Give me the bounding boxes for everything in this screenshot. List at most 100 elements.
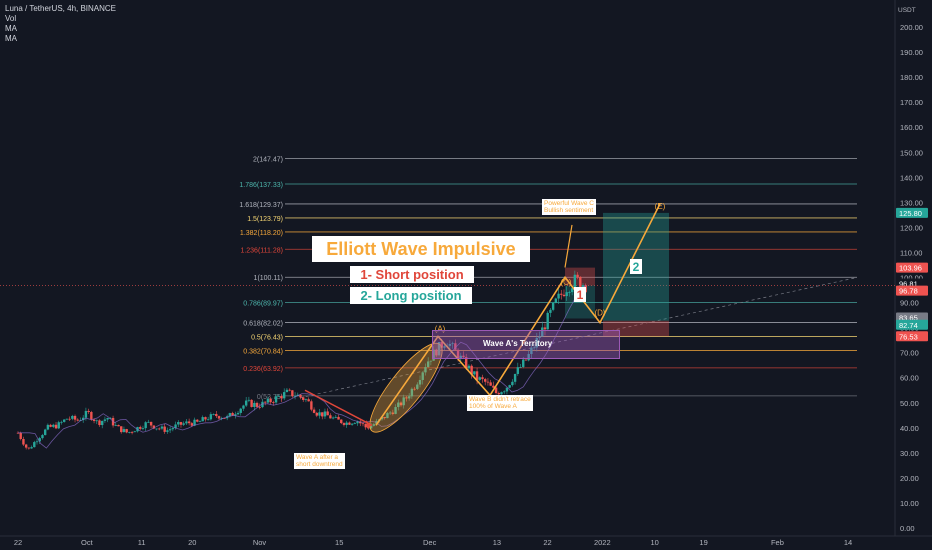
candle-body	[125, 429, 128, 433]
x-tick-label: 22	[543, 538, 551, 547]
candle-body	[174, 424, 177, 429]
candle-body	[114, 425, 117, 426]
candle-body	[383, 417, 386, 419]
y-tick-label: 70.00	[900, 349, 919, 358]
candle-body	[258, 406, 261, 408]
fib-level-label: 0.382(70.84)	[243, 349, 283, 356]
y-tick-label: 110.00	[900, 248, 922, 257]
candle-body	[426, 361, 430, 368]
candle-body	[158, 428, 161, 430]
y-tick-label: 150.00	[900, 148, 923, 157]
fib-level-label: 1.236(111.28)	[240, 247, 283, 254]
candle-body	[353, 423, 357, 425]
candle-body	[486, 381, 490, 383]
candle-body	[117, 425, 120, 427]
candle-body	[388, 412, 392, 414]
candle-body	[87, 410, 90, 412]
candle-body	[340, 419, 343, 424]
candle-body	[489, 382, 492, 386]
y-tick-label: 190.00	[900, 48, 923, 57]
price-tag-label: 96.81	[899, 280, 918, 289]
wave-label-d: (D)	[594, 309, 605, 318]
candle-body	[459, 355, 462, 359]
candle-body	[242, 405, 245, 409]
candle-body	[513, 373, 517, 382]
candle-body	[35, 441, 39, 443]
x-tick-label: 13	[493, 538, 501, 547]
candle-body	[166, 430, 169, 432]
candle-body	[168, 429, 172, 431]
y-tick-label: 170.00	[900, 98, 923, 107]
candle-body	[413, 388, 416, 390]
candle-body	[331, 417, 335, 419]
candle-body	[367, 427, 370, 429]
note-wave-b: Wave B didn't retrace 100% of Wave A	[467, 395, 533, 411]
candle-body	[209, 414, 213, 420]
step-1-marker: 1	[574, 287, 586, 302]
candle-body	[215, 413, 218, 417]
x-tick-label: Dec	[423, 538, 437, 547]
x-tick-label: 14	[844, 538, 852, 547]
candle-body	[38, 438, 41, 442]
candle-body	[304, 399, 308, 401]
candle-body	[65, 418, 69, 420]
y-tick-label: 200.00	[900, 23, 923, 32]
candle-body	[60, 421, 63, 423]
candle-body	[263, 401, 267, 403]
candle-body	[177, 422, 180, 425]
candle-body	[139, 427, 142, 429]
x-tick-label: 15	[335, 538, 343, 547]
candle-body	[73, 415, 77, 420]
candle-body	[19, 432, 22, 439]
candle-body	[130, 431, 134, 433]
candle-body	[95, 420, 98, 422]
annotation-long-position: 2- Long position	[350, 287, 472, 304]
candle-body	[535, 337, 539, 348]
candle-body	[554, 298, 558, 303]
candle-body	[416, 384, 419, 389]
candle-body	[497, 392, 500, 395]
fib-level-label: 0.786(89.97)	[243, 301, 283, 308]
candle-body	[475, 371, 479, 380]
fib-level-label: 0.618(82.02)	[243, 321, 283, 328]
annotation-short-position: 1- Short position	[350, 266, 474, 283]
wave-c-arrow	[564, 224, 573, 268]
candle-body	[182, 423, 185, 425]
candle-body	[277, 395, 280, 397]
x-tick-label: Feb	[771, 538, 784, 547]
y-tick-label: 90.00	[900, 299, 919, 308]
candle-body	[549, 309, 552, 313]
wave-a-territory-box	[432, 330, 620, 359]
y-tick-label: 20.00	[900, 474, 919, 483]
candle-body	[516, 367, 520, 374]
price-tag-label: 125.80	[899, 209, 922, 218]
candle-body	[274, 396, 278, 403]
downtrend-arrow	[304, 389, 373, 426]
candle-body	[302, 397, 305, 400]
candle-body	[532, 347, 536, 349]
candle-body	[141, 428, 145, 429]
candle-body	[71, 415, 74, 419]
candle-body	[81, 417, 85, 420]
y-tick-label: 180.00	[900, 73, 923, 82]
candle-body	[470, 365, 473, 375]
fib-level-label: 0(52.75)	[257, 394, 283, 401]
fib-level-label: 2(147.47)	[253, 157, 283, 164]
candle-body	[223, 418, 226, 419]
candle-body	[46, 424, 50, 430]
candle-body	[52, 424, 55, 427]
candle-body	[503, 391, 506, 393]
candle-body	[538, 336, 541, 338]
candle-body	[541, 327, 544, 337]
candle-body	[568, 292, 571, 293]
price-tag	[896, 319, 928, 330]
candle-body	[481, 377, 484, 380]
candle-body	[198, 421, 202, 423]
candle-body	[76, 419, 79, 421]
candle-body	[128, 431, 131, 433]
x-tick-label: 11	[138, 538, 146, 547]
x-tick-label: Nov	[253, 538, 267, 547]
candle-body	[152, 425, 156, 429]
candle-body	[456, 349, 460, 359]
